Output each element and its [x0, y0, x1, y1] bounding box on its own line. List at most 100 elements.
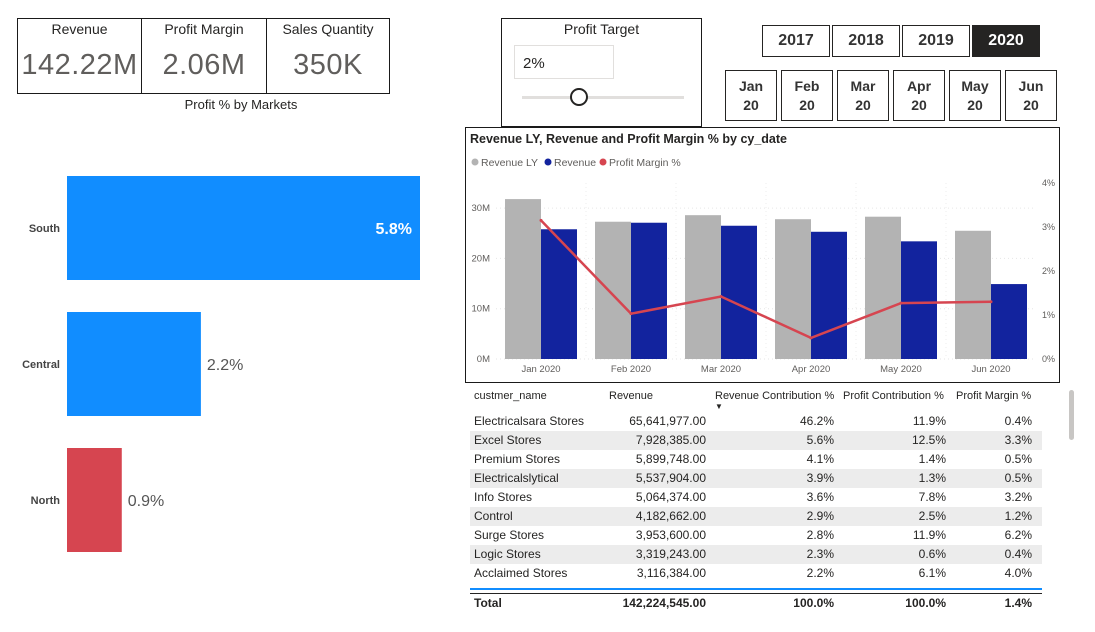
table-scrollbar[interactable]	[1069, 390, 1074, 440]
kpi-value: 142.22M	[21, 49, 138, 81]
table-row[interactable]: Acclaimed Stores 3,116,384.00 2.2% 6.1% 4.0%	[470, 564, 1042, 583]
month-option-feb[interactable]: Feb 20	[781, 70, 833, 121]
table-cell: Control	[474, 509, 513, 523]
profit-margin-point[interactable]	[719, 295, 723, 299]
x-axis-tick: Mar 2020	[701, 364, 741, 375]
month-option-year: 20	[743, 97, 759, 113]
table-cell: 0.6%	[918, 547, 946, 561]
revenue-bar[interactable]	[991, 284, 1027, 359]
table-cell: Acclaimed Stores	[474, 566, 568, 580]
profit-margin-point[interactable]	[629, 312, 633, 316]
legend-marker	[599, 158, 607, 166]
legend-marker	[544, 158, 552, 166]
table-cell: 6.2%	[1004, 528, 1032, 542]
table-cell: 2.8%	[806, 528, 834, 542]
revenue-ly-bar[interactable]	[685, 215, 721, 359]
month-option-name: Feb	[794, 78, 820, 94]
revenue-bar[interactable]	[541, 229, 577, 359]
market-bar[interactable]	[67, 176, 420, 280]
table-row[interactable]: Excel Stores 7,928,385.00 5.6% 12.5% 3.3%	[470, 431, 1042, 450]
table-cell: 2.5%	[918, 509, 946, 523]
month-option-jun[interactable]: Jun 20	[1005, 70, 1057, 121]
profit-target-slider-handle[interactable]	[569, 88, 588, 106]
month-option-name: Apr	[906, 78, 932, 94]
revenue-ly-bar[interactable]	[505, 199, 541, 359]
table-cell: 3,953,600.00	[635, 528, 706, 542]
month-option-year: 20	[967, 97, 983, 113]
revenue-combo-chart: Revenue LY, Revenue and Profit Margin % …	[465, 127, 1060, 383]
month-option-mar[interactable]: Mar 20	[837, 70, 889, 121]
market-bar[interactable]	[67, 448, 122, 552]
legend-item[interactable]: Revenue LY	[481, 157, 538, 169]
month-option-name: Mar	[850, 78, 876, 94]
table-cell: 0.5%	[1004, 452, 1032, 466]
revenue-ly-bar[interactable]	[955, 230, 991, 359]
revenue-ly-bar[interactable]	[595, 221, 631, 359]
x-axis-tick: Feb 2020	[611, 364, 651, 375]
revenue-bar[interactable]	[631, 222, 667, 359]
table-total-row[interactable]: Total 142,224,545.00 100.0% 100.0% 1.4%	[470, 593, 1042, 613]
column-header[interactable]: Profit Contribution %	[843, 390, 944, 402]
table-cell: 4,182,662.00	[635, 509, 706, 523]
kpi-label: Profit Margin	[164, 21, 244, 37]
x-axis-tick: Jun 2020	[971, 364, 1010, 375]
market-bar[interactable]	[67, 312, 201, 416]
table-row[interactable]: Control 4,182,662.00 2.9% 2.5% 1.2%	[470, 507, 1042, 526]
column-header[interactable]: custmer_name	[474, 390, 547, 402]
table-cell: 7,928,385.00	[635, 433, 706, 447]
legend-item[interactable]: Profit Margin %	[609, 157, 681, 169]
table-cell: 0.4%	[1004, 414, 1032, 428]
table-cell: 11.9%	[912, 414, 946, 428]
revenue-ly-bar[interactable]	[775, 219, 811, 359]
legend-item[interactable]: Revenue	[554, 157, 596, 169]
table-cell: Electricalsara Stores	[474, 414, 585, 428]
profit-target-card: Profit Target 2%	[501, 18, 702, 127]
table-row[interactable]: Electricalsara Stores 65,641,977.00 46.2% 1…	[470, 412, 1042, 431]
table-cell: 1.2%	[1004, 509, 1032, 523]
y-axis-tick: 20M	[472, 253, 491, 264]
month-option-jan[interactable]: Jan 20	[725, 70, 777, 121]
year-option-2018[interactable]: 2018	[832, 25, 900, 57]
table-row[interactable]: Premium Stores 5,899,748.00 4.1% 1.4% 0.5%	[470, 450, 1042, 469]
table-row[interactable]: Info Stores 5,064,374.00 3.6% 7.8% 3.2%	[470, 488, 1042, 507]
profit-margin-point[interactable]	[989, 300, 993, 304]
table-cell: 7.8%	[918, 490, 946, 504]
markets-chart-title: Profit % by Markets	[184, 97, 298, 112]
column-header[interactable]: Revenue	[609, 390, 654, 402]
table-row[interactable]: Electricalslytical 5,537,904.00 3.9% 1.3% 0.…	[470, 469, 1042, 488]
revenue-bar[interactable]	[721, 225, 757, 359]
profit-margin-point[interactable]	[809, 336, 813, 340]
y-axis-tick: 10M	[472, 304, 491, 315]
table-cell: 65,641,977.00	[629, 414, 706, 428]
month-option-apr[interactable]: Apr 20	[893, 70, 945, 121]
column-header[interactable]: Revenue Contribution %	[715, 390, 835, 402]
month-option-may[interactable]: May 20	[949, 70, 1001, 121]
profit-margin-line[interactable]	[540, 219, 992, 340]
profit-margin-point[interactable]	[539, 218, 543, 222]
market-data-label: 0.9%	[128, 493, 164, 510]
profit-target-slider-track[interactable]	[522, 96, 684, 99]
year-option-2019[interactable]: 2019	[902, 25, 970, 57]
revenue-bar[interactable]	[811, 231, 847, 359]
profit-target-input[interactable]: 2%	[514, 45, 614, 79]
table-row[interactable]: Logic Stores 3,319,243.00 2.3% 0.6% 0.4%	[470, 545, 1042, 564]
year-option-2017[interactable]: 2017	[762, 25, 830, 57]
month-option-year: 20	[911, 97, 927, 113]
y2-axis-tick: 3%	[1042, 222, 1055, 232]
table-row[interactable]: Surge Stores 3,953,600.00 2.8% 11.9% 6.2%	[470, 526, 1042, 545]
table-cell: 4.0%	[1004, 566, 1032, 580]
table-cell: 2.3%	[806, 547, 834, 561]
revenue-ly-bar[interactable]	[865, 216, 901, 359]
profit-margin-point[interactable]	[899, 301, 903, 305]
revenue-bar[interactable]	[901, 241, 937, 359]
table-cell: Electricalslytical	[474, 471, 559, 485]
month-option-year: 20	[799, 97, 815, 113]
table-cell: 0.5%	[1004, 471, 1032, 485]
market-category-label: South	[29, 223, 60, 235]
column-header[interactable]: Profit Margin %	[956, 390, 1032, 402]
table-cell: Excel Stores	[474, 433, 542, 447]
year-option-2020[interactable]: 2020	[972, 25, 1040, 57]
table-cell: 3.9%	[806, 471, 834, 485]
table-total-divider	[470, 588, 1042, 590]
table-cell: 5,537,904.00	[635, 471, 706, 485]
